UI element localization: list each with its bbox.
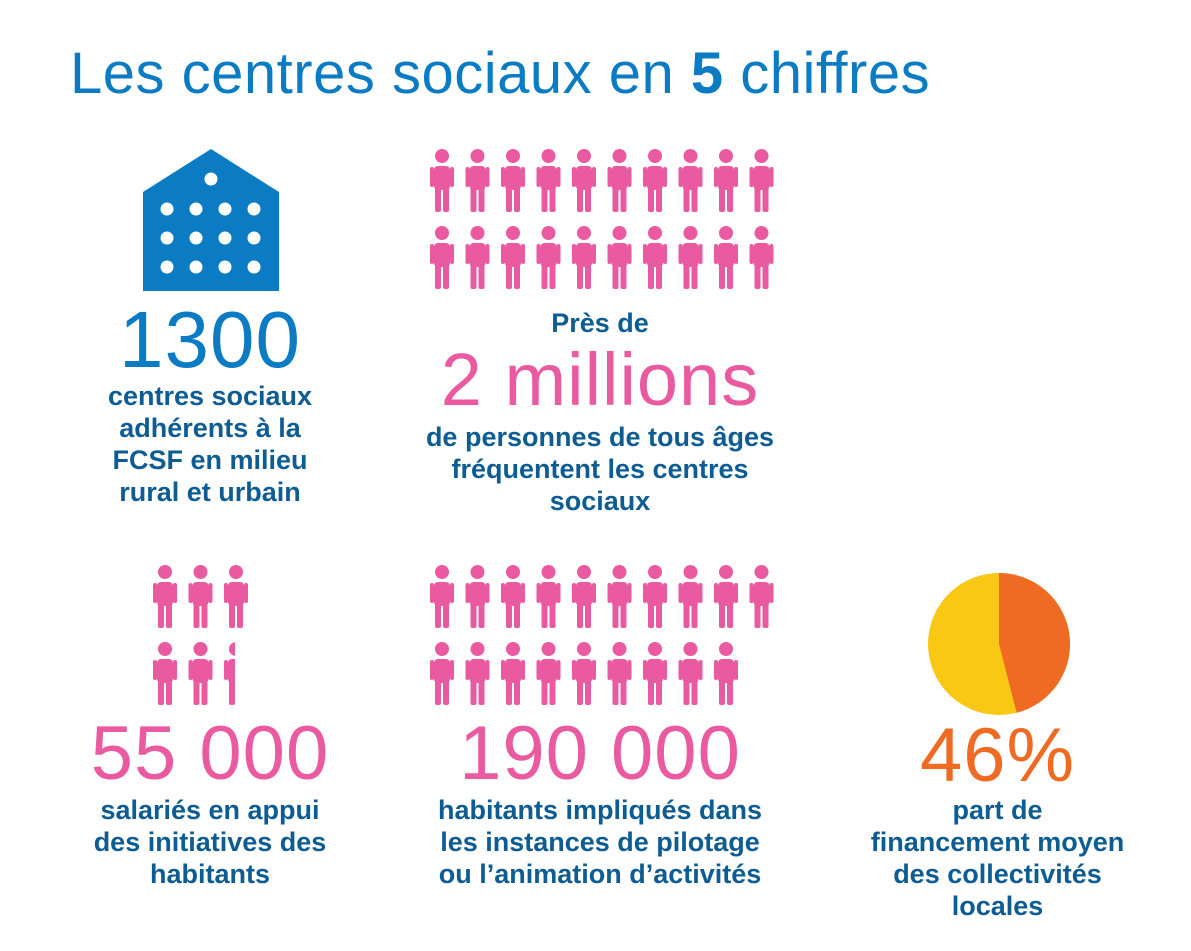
person-icon xyxy=(188,642,213,705)
stat-prefix: Près de xyxy=(551,308,649,338)
person-icon xyxy=(536,642,561,705)
stat-description: centres sociaux adhérents à la FCSF en m… xyxy=(107,381,313,507)
person-icon xyxy=(749,226,774,289)
person-icon xyxy=(678,565,703,628)
stat-salaries: 55 000 salariés en appui des initiatives… xyxy=(55,716,365,890)
person-icon xyxy=(749,149,774,212)
stat-description: de personnes de tous âges fréquentent le… xyxy=(425,422,775,516)
people-icon xyxy=(153,565,248,705)
stat-value: 46% xyxy=(919,713,1076,798)
person-icon xyxy=(536,565,561,628)
person-icon xyxy=(153,642,177,705)
stat-financement: 46% part de financement moyen des collec… xyxy=(835,718,1160,922)
person-icon xyxy=(224,565,248,628)
person-icon xyxy=(501,642,525,705)
person-icon xyxy=(572,149,596,212)
person-icon xyxy=(714,226,738,289)
person-icon xyxy=(643,226,667,289)
person-icon xyxy=(536,149,561,212)
person-icon xyxy=(749,565,774,628)
stat-value: 55 000 xyxy=(90,711,330,796)
person-icon xyxy=(714,149,738,212)
person-icon xyxy=(465,642,490,705)
person-icon xyxy=(572,565,596,628)
person-icon xyxy=(153,565,177,628)
person-icon xyxy=(643,149,667,212)
person-icon xyxy=(501,226,525,289)
person-icon xyxy=(536,226,561,289)
stat-centres: 1300 centres sociaux adhérents à la FCSF… xyxy=(60,300,360,508)
person-icon xyxy=(607,565,632,628)
stat-description: salariés en appui des initiatives des ha… xyxy=(93,795,327,889)
person-icon xyxy=(430,565,454,628)
pie-slice-share xyxy=(999,573,1071,713)
person-icon xyxy=(607,642,632,705)
stat-personnes: Près de 2 millions de personnes de tous … xyxy=(380,307,820,517)
person-icon xyxy=(643,642,667,705)
person-icon xyxy=(430,226,454,289)
person-icon xyxy=(188,565,213,628)
person-icon xyxy=(607,149,632,212)
people-icon xyxy=(430,565,774,705)
person-icon xyxy=(465,565,490,628)
person-icon xyxy=(430,149,454,212)
person-icon xyxy=(643,565,667,628)
person-icon xyxy=(465,226,490,289)
person-icon xyxy=(714,642,738,705)
person-icon xyxy=(678,149,703,212)
stat-value: 190 000 xyxy=(459,711,741,796)
person-icon xyxy=(714,565,738,628)
stat-value: 2 millions xyxy=(440,338,760,421)
pie-chart-icon xyxy=(928,573,1071,715)
stat-value: 1300 xyxy=(119,295,301,384)
person-icon xyxy=(501,565,525,628)
stat-description: habitants impliqués dans les instances d… xyxy=(437,795,763,889)
person-icon xyxy=(224,642,235,705)
person-icon xyxy=(678,226,703,289)
person-icon xyxy=(501,149,525,212)
person-icon xyxy=(572,642,596,705)
person-icon xyxy=(430,642,454,705)
people-icon xyxy=(430,149,774,289)
person-icon xyxy=(465,149,490,212)
person-icon xyxy=(607,226,632,289)
stat-description: part de financement moyen des collectivi… xyxy=(870,795,1125,921)
page-title: Les centres sociaux en 5 chiffres xyxy=(70,41,931,106)
stat-habitants: 190 000 habitants impliqués dans les ins… xyxy=(385,716,815,890)
title-number: 5 xyxy=(690,41,724,106)
building-icon xyxy=(143,149,279,291)
person-icon xyxy=(572,226,596,289)
person-icon xyxy=(678,642,703,705)
